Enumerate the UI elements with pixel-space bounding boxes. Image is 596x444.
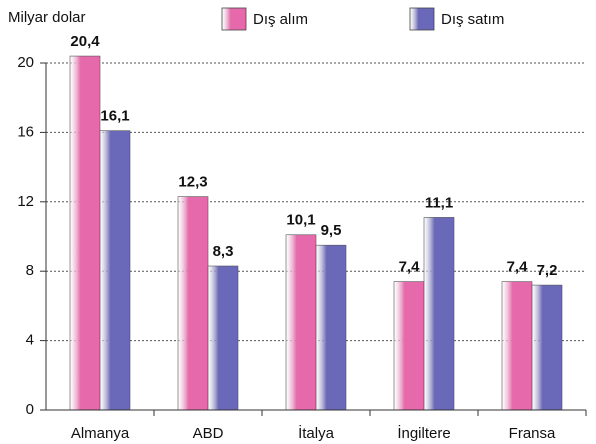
legend-label: Dış alım	[253, 11, 308, 28]
x-tick-label: Almanya	[71, 425, 130, 442]
y-tick-label: 16	[17, 123, 34, 140]
value-label: 10,1	[286, 212, 315, 229]
x-tick-label: Fransa	[509, 425, 556, 442]
bar	[423, 217, 455, 411]
value-label: 11,1	[425, 194, 453, 211]
value-label: 7,4	[399, 259, 421, 276]
y-tick-label: 4	[26, 332, 34, 349]
y-tick-label: 0	[26, 401, 34, 418]
value-label: 7,4	[507, 259, 529, 276]
bar	[531, 284, 563, 411]
legend-swatch	[409, 7, 435, 31]
bar	[99, 130, 131, 411]
legend-swatch	[221, 7, 247, 31]
value-label: 7,2	[537, 262, 558, 279]
y-tick-label: 20	[17, 54, 34, 71]
x-tick-label: İtalya	[298, 424, 335, 442]
value-label: 8,3	[213, 243, 234, 260]
value-label: 12,3	[178, 174, 207, 191]
bar	[177, 196, 209, 411]
bar	[315, 244, 347, 411]
bar	[393, 281, 425, 411]
value-label: 16,1	[100, 108, 129, 125]
value-label: 9,5	[321, 222, 342, 239]
x-tick-label: İngiltere	[397, 424, 450, 442]
x-tick-label: ABD	[193, 425, 224, 442]
y-axis-label: Milyar dolar	[8, 9, 86, 26]
bar	[69, 55, 101, 411]
y-tick-label: 8	[26, 262, 34, 279]
bar	[207, 265, 239, 411]
y-tick-label: 12	[17, 193, 34, 210]
value-label: 20,4	[70, 33, 100, 50]
legend-label: Dış satım	[441, 11, 504, 28]
bar	[501, 281, 533, 411]
bar	[285, 234, 317, 411]
